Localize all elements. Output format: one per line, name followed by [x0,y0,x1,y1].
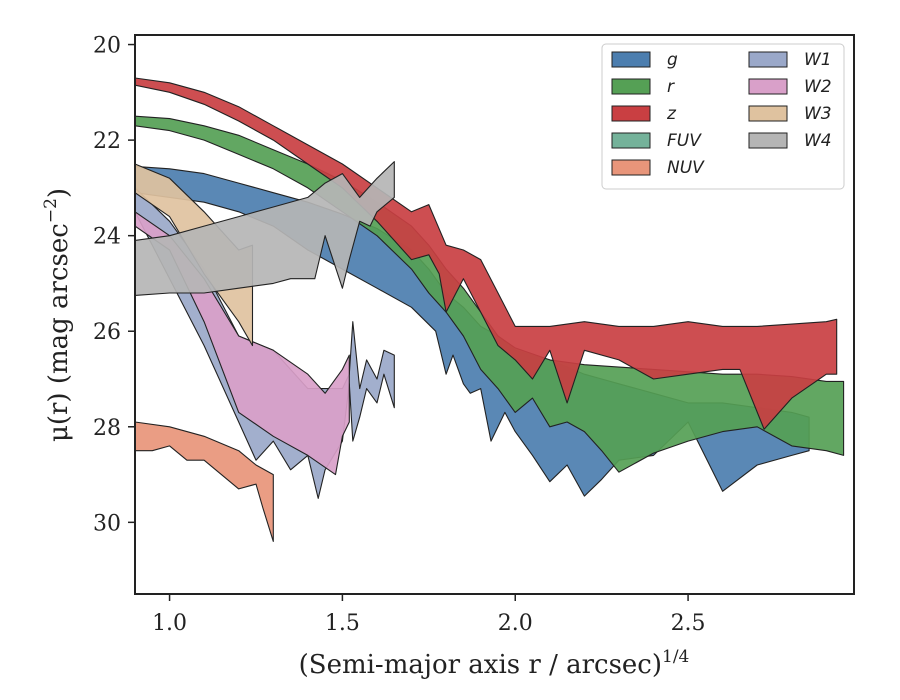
y-tick-label: 24 [93,225,121,250]
y-tick-label: 22 [93,129,121,154]
legend-label-w4: W4 [804,131,832,151]
legend-swatch-w1 [748,51,788,68]
legend-swatch-fuv [611,132,651,149]
y-tick-label: 28 [93,416,121,441]
x-axis-label: (Semi-major axis r / arcsec)1/4 [299,647,690,680]
legend-swatch-w4 [748,132,788,149]
y-tick-label: 20 [93,34,121,59]
legend-label-nuv: NUV [667,158,705,178]
legend-label-w3: W3 [804,104,832,124]
x-tick-label: 2.5 [671,611,706,636]
x-axis: 1.0 1.5 2.0 2.5 [152,594,706,636]
y-axis: 20 22 24 26 28 30 [93,34,135,536]
legend-swatch-nuv [611,159,651,176]
x-tick-label: 2.0 [498,611,533,636]
legend-swatch-r [611,78,651,95]
legend-swatch-w3 [748,105,788,122]
y-axis-label: μ(r) (mag arcsec−2) [41,188,74,442]
legend-label-z: z [666,104,677,124]
plot-frame [134,34,855,595]
legend-label-r: r [667,77,675,97]
y-tick-label: 26 [93,320,121,345]
legend-label-g: g [667,50,678,70]
series-band-nuv [135,421,274,542]
series-band-z [135,77,838,430]
legend-swatch-w2 [748,78,788,95]
legend-swatch-g [611,51,651,68]
legend: grz FUV NUV W1 W2 W3 W4 [601,43,845,190]
legend-label-w1: W1 [804,50,832,70]
legend-label-fuv: FUV [667,131,702,151]
plot-area [135,77,845,542]
series-band-w4 [135,161,395,296]
legend-label-w2: W2 [804,77,832,97]
x-tick-label: 1.0 [152,611,187,636]
y-tick-label: 30 [93,511,121,536]
legend-swatch-z [611,105,651,122]
x-tick-label: 1.5 [325,611,360,636]
